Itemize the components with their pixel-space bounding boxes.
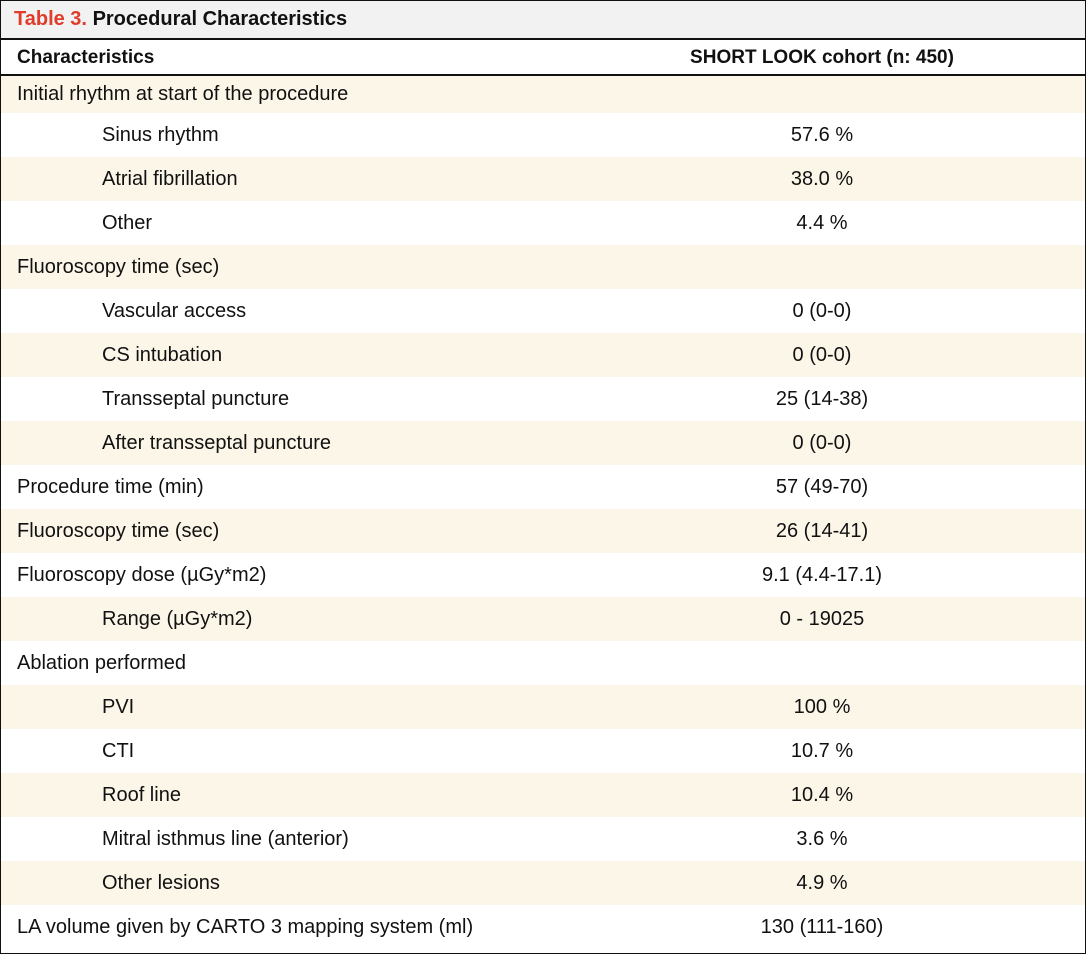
row-value: 26 (14-41) xyxy=(775,520,869,542)
header-characteristics: Characteristics xyxy=(17,47,155,68)
row-value: 0 (0-0) xyxy=(792,432,852,454)
table-row: After transseptal puncture 0 (0-0) xyxy=(1,421,1085,465)
table-row: Procedure time (min) 57 (49-70) xyxy=(1,465,1085,509)
table-row: Vascular access 0 (0-0) xyxy=(1,289,1085,333)
table-row: Atrial fibrillation 38.0 % xyxy=(1,157,1085,201)
row-value: 38.0 % xyxy=(790,168,854,190)
table-row: Other lesions 4.9 % xyxy=(1,861,1085,905)
row-label: After transseptal puncture xyxy=(102,432,332,454)
row-label: Fluoroscopy time (sec) xyxy=(17,256,220,278)
row-value: 0 (0-0) xyxy=(792,300,852,322)
row-value: 130 (111-160) xyxy=(760,916,884,938)
row-label: Ablation performed xyxy=(17,652,186,674)
row-label: Other xyxy=(102,212,153,234)
row-label: CTI xyxy=(102,740,135,762)
row-value: 9.1 (4.4-17.1) xyxy=(761,564,883,586)
row-value xyxy=(641,641,1003,685)
row-label: Mitral isthmus line (anterior) xyxy=(102,828,349,850)
table-row: Other 4.4 % xyxy=(1,201,1085,245)
row-label: PVI xyxy=(102,696,135,718)
row-value: 4.9 % xyxy=(796,872,848,894)
table-row: Fluoroscopy time (sec) 26 (14-41) xyxy=(1,509,1085,553)
table-row: Roof line 10.4 % xyxy=(1,773,1085,817)
header-cohort: SHORT LOOK cohort (n: 450) xyxy=(690,47,954,68)
table-row: PVI 100 % xyxy=(1,685,1085,729)
row-value: 57 (49-70) xyxy=(775,476,869,498)
table-row: Fluoroscopy dose (µGy*m2) 9.1 (4.4-17.1) xyxy=(1,553,1085,597)
row-label: Fluoroscopy dose (µGy*m2) xyxy=(17,564,267,586)
row-value xyxy=(641,245,1003,289)
table-row: CS intubation 0 (0-0) xyxy=(1,333,1085,377)
row-value: 0 - 19025 xyxy=(779,608,865,630)
row-label: Sinus rhythm xyxy=(102,124,219,146)
row-value: 4.4 % xyxy=(796,212,848,234)
row-value xyxy=(641,76,1003,113)
table-row: CTI 10.7 % xyxy=(1,729,1085,773)
row-label: Procedure time (min) xyxy=(17,476,204,498)
row-value: 3.6 % xyxy=(796,828,848,850)
table-title: Procedural Characteristics xyxy=(92,8,348,30)
table-header-row: Characteristics SHORT LOOK cohort (n: 45… xyxy=(1,40,1085,76)
row-value: 10.7 % xyxy=(790,740,854,762)
table-row: LA volume given by CARTO 3 mapping syste… xyxy=(1,905,1085,949)
row-label: CS intubation xyxy=(102,344,223,366)
row-label: Other lesions xyxy=(102,872,220,894)
row-label: Vascular access xyxy=(102,300,247,322)
table-row: Sinus rhythm 57.6 % xyxy=(1,113,1085,157)
row-label: Fluoroscopy time (sec) xyxy=(17,520,220,542)
row-value: 25 (14-38) xyxy=(775,388,869,410)
table-caption: Table 3. Procedural Characteristics xyxy=(1,1,1085,40)
row-label: Initial rhythm at start of the procedure xyxy=(17,83,349,105)
row-label: Atrial fibrillation xyxy=(102,168,238,190)
row-label: LA volume given by CARTO 3 mapping syste… xyxy=(17,916,474,938)
table-row: Ablation performed xyxy=(1,641,1085,685)
table-row: Range (µGy*m2) 0 - 19025 xyxy=(1,597,1085,641)
row-value: 100 % xyxy=(793,696,851,718)
row-value: 10.4 % xyxy=(790,784,854,806)
row-label: Range (µGy*m2) xyxy=(102,608,253,630)
table-number: Table 3. xyxy=(14,8,87,30)
table-row: Mitral isthmus line (anterior) 3.6 % xyxy=(1,817,1085,861)
row-label: Transseptal puncture xyxy=(102,388,290,410)
row-label: Roof line xyxy=(102,784,181,806)
table-row: Fluoroscopy time (sec) xyxy=(1,245,1085,289)
row-value: 57.6 % xyxy=(790,124,854,146)
table-row: Initial rhythm at start of the procedure xyxy=(1,76,1085,113)
row-value: 0 (0-0) xyxy=(792,344,852,366)
table-row: Transseptal puncture 25 (14-38) xyxy=(1,377,1085,421)
